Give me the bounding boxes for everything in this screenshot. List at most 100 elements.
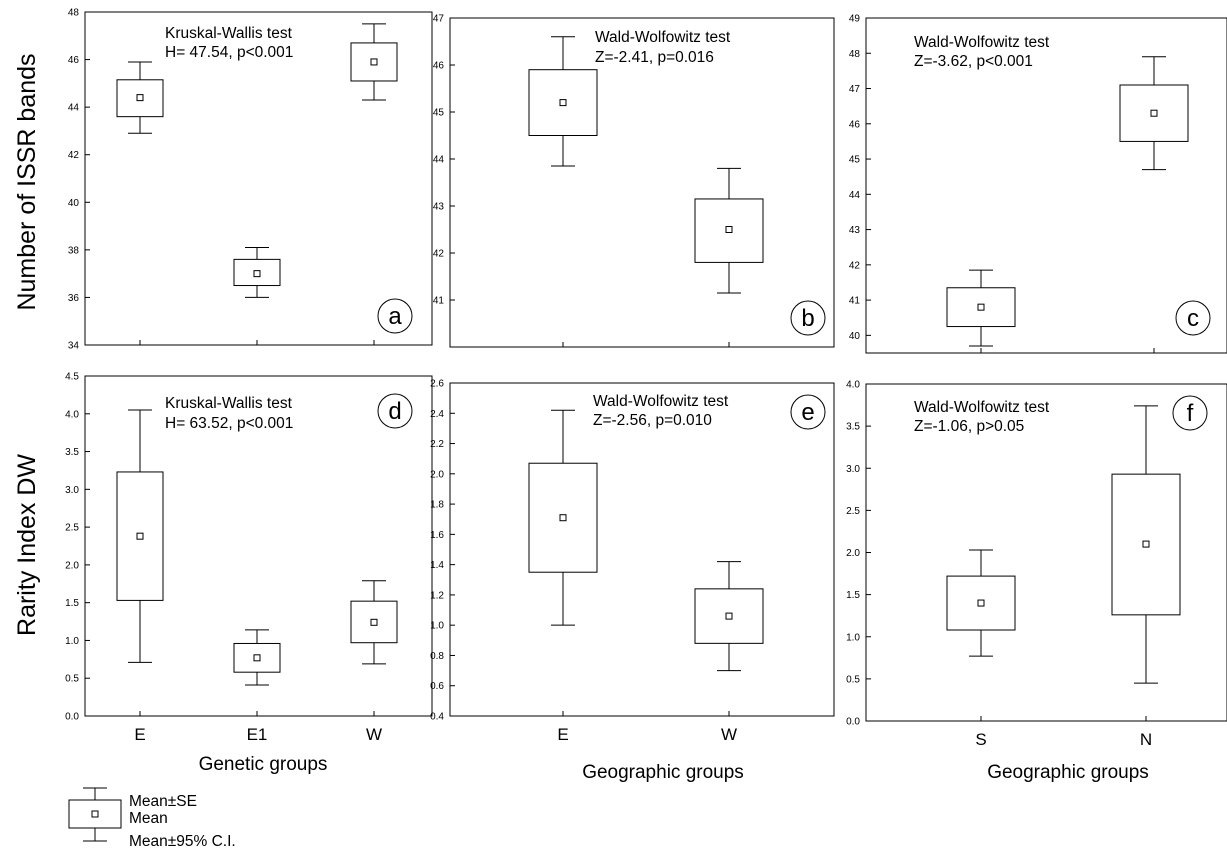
x-axis-title-genetic: Genetic groups	[199, 754, 328, 775]
y-tick-label-b: 45	[433, 108, 445, 119]
y-tick-label-f: 4.0	[846, 380, 860, 391]
box-a-E1-mean-marker	[253, 270, 261, 278]
category-label-f: S	[975, 730, 986, 749]
category-label-d: E1	[247, 725, 268, 744]
y-tick-label-a: 40	[68, 198, 80, 209]
panel-letter-circle-e	[790, 394, 826, 430]
y-tick-label-e: 2.2	[430, 439, 444, 450]
test-stat-f: Z=-1.06, p>0.05	[914, 418, 1024, 435]
y-tick-label-e: 2.4	[430, 409, 444, 420]
plot-frame-a	[84, 11, 433, 346]
test-stat-b: Z=-2.41, p=0.016	[595, 49, 714, 66]
plot-frame-c	[865, 17, 1227, 354]
y-axis-title-top: Number of ISSR bands	[13, 53, 41, 310]
x-axis-title-geographic-1: Geographic groups	[582, 762, 744, 783]
y-tick-label-b: 46	[433, 61, 445, 72]
test-stat-a: H= 47.54, p<0.001	[165, 44, 293, 61]
test-name-a: Kruskal-Wallis test	[165, 25, 293, 42]
y-tick-label-c: 47	[849, 84, 861, 95]
panel-letter-f: f	[1187, 400, 1194, 427]
box-d-E-mean-marker	[136, 532, 144, 540]
y-tick-label-f: 1.0	[846, 632, 860, 643]
panel-c: 40 41 42 43 44 45 46 47 48 49 Wald-Wolfowitz test Z…	[849, 14, 1227, 354]
y-tick-label-d: 1.0	[65, 636, 79, 647]
y-tick-label-e: 2.0	[430, 469, 444, 480]
legend-label-se: Mean±SE	[129, 793, 197, 810]
category-label-f: N	[1140, 730, 1152, 749]
panel-b: 41 42 43 44 45 46 47 Wald-Wolfowitz test Z=-2.41…	[433, 14, 835, 348]
y-tick-label-e: 1.0	[430, 621, 444, 632]
panel-letter-a: a	[388, 303, 402, 330]
y-tick-label-e: 1.6	[430, 530, 444, 541]
y-tick-label-a: 38	[68, 245, 80, 256]
legend-label-mean: Mean	[129, 810, 168, 827]
y-tick-label-d: 0.5	[65, 674, 79, 685]
y-tick-label-a: 36	[68, 293, 80, 304]
panel-f: 0.0 0.5 1.0 1.5 2.0 2.5 3.0 3.5 4.0 S N Wald-Wolfow…	[846, 380, 1227, 749]
y-tick-label-e: 0.6	[430, 681, 444, 692]
box-c-S-mean-marker	[977, 303, 985, 311]
y-tick-label-c: 41	[849, 296, 861, 307]
y-tick-label-b: 47	[433, 14, 445, 25]
y-tick-label-c: 42	[849, 260, 861, 271]
y-tick-label-a: 46	[68, 55, 80, 66]
y-tick-label-f: 2.0	[846, 548, 860, 559]
panel-e: 0.4 0.6 0.8 1.0 1.2 1.4 1.6 1.8 2.0 2.2 2.4 2.6 E W Wa…	[430, 379, 835, 744]
panel-letter-b: b	[801, 305, 814, 332]
y-tick-label-f: 3.5	[846, 422, 860, 433]
box-d-W-se-box	[350, 600, 398, 644]
y-axis-title-bottom: Rarity Index DW	[13, 454, 41, 636]
y-tick-label-b: 43	[433, 202, 445, 213]
y-tick-label-f: 2.5	[846, 506, 860, 517]
test-name-d: Kruskal-Wallis test	[165, 395, 293, 412]
box-d-W-mean-marker	[370, 618, 378, 626]
panel-letter-circle-c	[1175, 300, 1211, 336]
y-tick-label-c: 49	[849, 14, 861, 25]
y-tick-label-c: 44	[849, 190, 861, 201]
y-tick-label-c: 45	[849, 155, 861, 166]
y-tick-label-b: 42	[433, 249, 445, 260]
y-tick-label-c: 46	[849, 119, 861, 130]
test-stat-c: Z=-3.62, p<0.001	[914, 53, 1033, 70]
y-tick-label-b: 41	[433, 296, 445, 307]
y-tick-label-a: 48	[68, 8, 80, 19]
panel-d: 0.0 0.5 1.0 1.5 2.0 2.5 3.0 3.5 4.0 4.5 E E1 W Kruska…	[65, 372, 433, 744]
y-tick-label-d: 4.0	[65, 409, 79, 420]
plot-frame-d	[84, 375, 433, 717]
plot-frame-b	[449, 17, 835, 348]
y-tick-label-d: 3.0	[65, 485, 79, 496]
panel-letter-d: d	[388, 398, 401, 425]
panel-letter-circle-a	[377, 298, 413, 334]
panel-letter-circle-f	[1172, 395, 1208, 431]
panel-letter-circle-d	[377, 393, 413, 429]
legend: Mean±SE Mean Mean±95% C.I.	[68, 787, 236, 850]
y-tick-label-c: 48	[849, 49, 861, 60]
category-label-d: W	[366, 725, 382, 744]
x-axis-title-geographic-2: Geographic groups	[987, 762, 1149, 783]
panel-letter-circle-b	[790, 300, 826, 336]
y-tick-label-c: 43	[849, 225, 861, 236]
panel-letter-c: c	[1187, 305, 1199, 332]
test-name-e: Wald-Wolfowitz test	[593, 393, 729, 410]
box-e-W-mean-marker	[725, 612, 733, 620]
plot-frame-e	[449, 382, 835, 717]
category-label-d: E	[134, 725, 145, 744]
test-stat-d: H= 63.52, p<0.001	[165, 415, 293, 432]
category-label-e: W	[721, 725, 737, 744]
y-tick-label-d: 2.0	[65, 560, 79, 571]
y-tick-label-d: 3.5	[65, 447, 79, 458]
y-tick-label-f: 3.0	[846, 464, 860, 475]
y-tick-label-f: 0.0	[846, 717, 860, 728]
box-e-E-mean-marker	[559, 514, 567, 522]
box-f-N-mean-marker	[1142, 540, 1150, 548]
y-tick-label-d: 1.5	[65, 598, 79, 609]
box-e-W-se-box	[694, 588, 764, 644]
test-stat-e: Z=-2.56, p=0.010	[593, 412, 712, 429]
y-tick-label-c: 40	[849, 331, 861, 342]
y-tick-label-d: 2.5	[65, 523, 79, 534]
panel-a: 34 36 38 40 42 44 46 48 Kruskal-Wallis test H= 47…	[68, 8, 433, 352]
box-b-E-mean-marker	[559, 99, 567, 107]
y-tick-label-d: 0.0	[65, 712, 79, 723]
test-name-c: Wald-Wolfowitz test	[914, 34, 1050, 51]
